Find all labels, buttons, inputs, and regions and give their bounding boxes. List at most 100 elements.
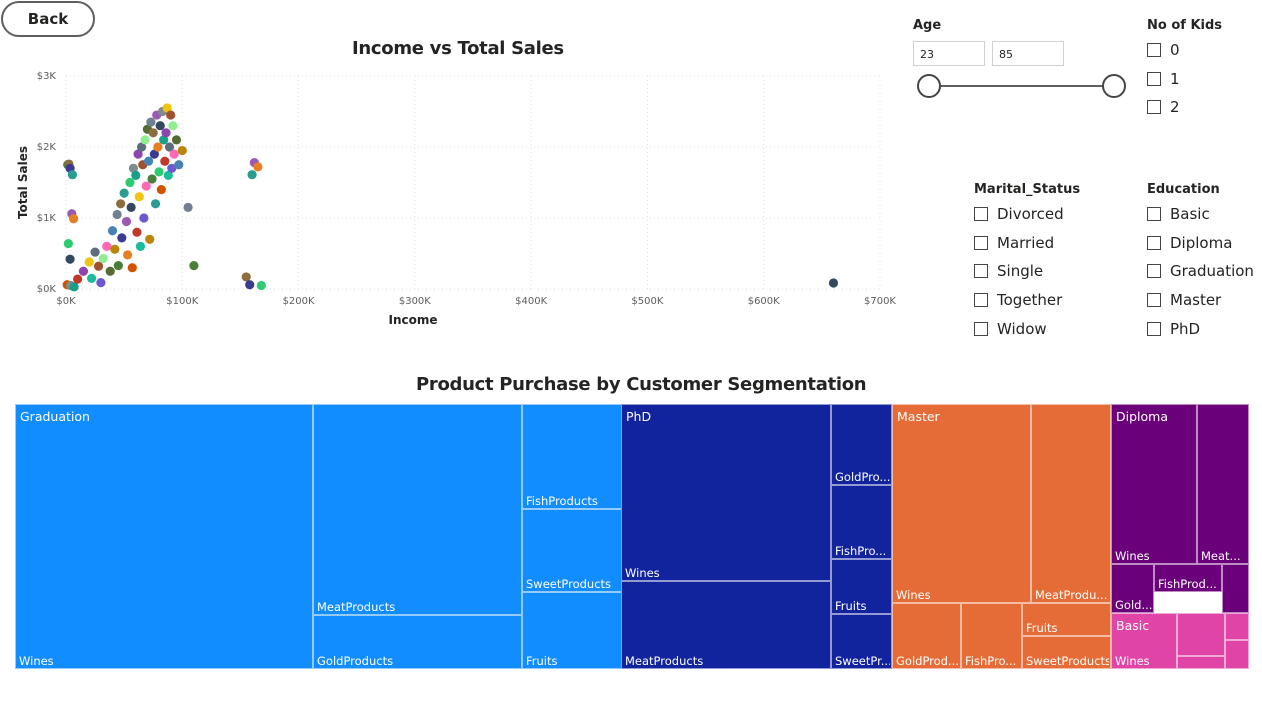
- scatter-point[interactable]: [128, 163, 139, 173]
- scatter-point[interactable]: [247, 170, 257, 180]
- treemap-cell[interactable]: [522, 404, 622, 509]
- scatter-point[interactable]: [68, 214, 79, 224]
- scatter-point[interactable]: [136, 142, 147, 152]
- treemap-cell[interactable]: [522, 592, 622, 669]
- checkbox[interactable]: [974, 264, 988, 279]
- scatter-point[interactable]: [161, 128, 171, 138]
- checkbox[interactable]: [1147, 71, 1161, 86]
- scatter-point[interactable]: [139, 213, 149, 223]
- kids-option[interactable]: 0: [1147, 36, 1180, 65]
- scatter-point[interactable]: [256, 280, 266, 291]
- scatter-point[interactable]: [241, 272, 251, 282]
- scatter-point[interactable]: [183, 202, 193, 212]
- scatter-point[interactable]: [154, 167, 164, 177]
- marital-option[interactable]: Single: [974, 257, 1064, 286]
- scatter-point[interactable]: [86, 273, 97, 283]
- scatter-point[interactable]: [167, 163, 177, 173]
- scatter-point[interactable]: [147, 174, 157, 184]
- scatter-point[interactable]: [65, 254, 75, 264]
- scatter-point[interactable]: [69, 282, 79, 292]
- scatter-point[interactable]: [135, 241, 146, 251]
- treemap-cell[interactable]: [1177, 656, 1225, 669]
- treemap-cell[interactable]: [831, 485, 892, 559]
- treemap-cell[interactable]: [522, 509, 622, 592]
- scatter-point[interactable]: [150, 199, 161, 209]
- back-button[interactable]: Back: [1, 1, 95, 37]
- scatter-point[interactable]: [132, 227, 142, 237]
- treemap-cell[interactable]: [892, 404, 1031, 603]
- education-option[interactable]: Master: [1147, 286, 1254, 315]
- scatter-point[interactable]: [177, 145, 187, 156]
- age-slider-max-handle[interactable]: [1102, 74, 1126, 98]
- age-max-input[interactable]: 85: [992, 41, 1064, 66]
- treemap-cell[interactable]: [313, 615, 522, 669]
- kids-option[interactable]: 2: [1147, 93, 1180, 122]
- scatter-point[interactable]: [149, 149, 159, 159]
- checkbox[interactable]: [1147, 100, 1161, 115]
- scatter-point[interactable]: [155, 121, 165, 131]
- treemap-cell[interactable]: [1197, 404, 1249, 564]
- checkbox[interactable]: [1147, 235, 1161, 250]
- treemap-cell[interactable]: [1022, 636, 1111, 669]
- treemap-cell[interactable]: [831, 404, 892, 485]
- scatter-point[interactable]: [146, 117, 156, 127]
- treemap-cell[interactable]: [1154, 564, 1222, 592]
- scatter-point[interactable]: [84, 257, 94, 267]
- marital-option[interactable]: Together: [974, 286, 1064, 315]
- scatter-point[interactable]: [121, 216, 132, 227]
- treemap-cell[interactable]: [831, 614, 892, 669]
- marital-option[interactable]: Divorced: [974, 200, 1064, 229]
- age-slider-track[interactable]: [929, 85, 1114, 87]
- scatter-point[interactable]: [143, 156, 154, 166]
- age-min-input[interactable]: 23: [913, 41, 985, 66]
- scatter-point[interactable]: [126, 202, 136, 212]
- scatter-point[interactable]: [134, 192, 144, 202]
- scatter-point[interactable]: [63, 238, 73, 249]
- treemap-cell[interactable]: [892, 603, 961, 669]
- treemap-cell[interactable]: [1022, 603, 1111, 636]
- scatter-point[interactable]: [166, 110, 176, 120]
- age-slider-min-handle[interactable]: [917, 74, 941, 98]
- treemap-cell[interactable]: [1111, 613, 1177, 669]
- scatter-point[interactable]: [174, 160, 184, 170]
- scatter-point[interactable]: [148, 128, 158, 138]
- scatter-point[interactable]: [140, 135, 150, 145]
- scatter-point[interactable]: [98, 253, 108, 264]
- scatter-point[interactable]: [171, 135, 182, 145]
- treemap-cell[interactable]: [621, 404, 831, 581]
- scatter-point[interactable]: [164, 142, 175, 152]
- education-option[interactable]: Graduation: [1147, 257, 1254, 286]
- treemap-cell[interactable]: [621, 581, 831, 669]
- scatter-point[interactable]: [162, 103, 172, 113]
- scatter-point[interactable]: [153, 142, 163, 152]
- scatter-point[interactable]: [189, 260, 199, 271]
- treemap-cell[interactable]: [961, 603, 1022, 669]
- scatter-point[interactable]: [253, 162, 263, 172]
- scatter-point[interactable]: [245, 280, 255, 290]
- scatter-point[interactable]: [67, 170, 77, 180]
- education-option[interactable]: Basic: [1147, 200, 1254, 229]
- checkbox[interactable]: [1147, 43, 1161, 58]
- checkbox[interactable]: [1147, 264, 1161, 279]
- scatter-point[interactable]: [117, 233, 127, 243]
- scatter-point[interactable]: [125, 177, 135, 188]
- scatter-point[interactable]: [156, 185, 166, 195]
- treemap-cell[interactable]: [1222, 564, 1249, 613]
- scatter-point[interactable]: [160, 156, 170, 166]
- scatter-point[interactable]: [141, 181, 151, 191]
- scatter-point[interactable]: [119, 188, 129, 198]
- scatter-point[interactable]: [90, 247, 100, 257]
- scatter-point[interactable]: [127, 263, 137, 273]
- scatter-point[interactable]: [96, 278, 106, 288]
- checkbox[interactable]: [1147, 293, 1161, 308]
- checkbox[interactable]: [974, 207, 988, 222]
- scatter-point[interactable]: [113, 260, 123, 271]
- treemap-cell[interactable]: [1225, 640, 1249, 669]
- scatter-point[interactable]: [73, 274, 83, 284]
- scatter-point[interactable]: [828, 278, 839, 288]
- treemap-cell[interactable]: [1225, 613, 1249, 640]
- marital-option[interactable]: Widow: [974, 314, 1064, 343]
- checkbox[interactable]: [1147, 207, 1161, 222]
- kids-option[interactable]: 1: [1147, 65, 1180, 94]
- marital-option[interactable]: Married: [974, 229, 1064, 258]
